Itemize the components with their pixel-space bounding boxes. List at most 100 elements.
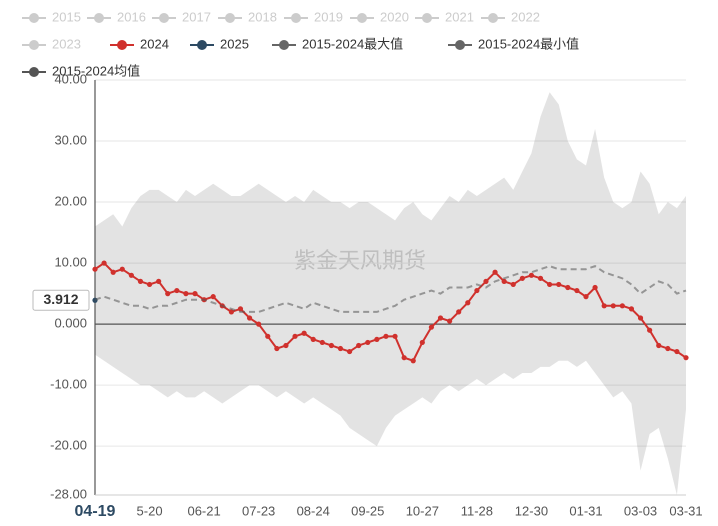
legend-label: 2022 — [511, 9, 540, 24]
legend-label: 2015 — [52, 9, 81, 24]
data-point — [237, 306, 244, 312]
legend-item[interactable]: 2018 — [218, 9, 277, 24]
data-point — [501, 278, 507, 284]
data-point — [156, 278, 162, 284]
data-point — [365, 339, 371, 346]
legend-item[interactable]: 2025 — [190, 36, 249, 51]
data-point — [346, 348, 353, 355]
legend-label: 2020 — [380, 9, 409, 24]
watermark: 紫金天风期货 — [294, 248, 426, 273]
data-point — [537, 275, 544, 281]
legend-marker — [357, 13, 367, 23]
data-point — [483, 278, 489, 284]
legend-item[interactable]: 2015-2024最小值 — [448, 36, 579, 51]
legend-label: 2017 — [182, 9, 211, 24]
data-point — [110, 269, 116, 275]
x-tick-label: 03-31 — [669, 503, 702, 518]
legend-label: 2021 — [445, 9, 474, 24]
legend-item[interactable]: 2022 — [481, 9, 540, 24]
x-tick-label: 08-24 — [297, 503, 330, 518]
data-point — [283, 342, 289, 349]
data-point — [601, 303, 607, 309]
data-point — [265, 333, 271, 339]
y-tick-label: 40.00 — [54, 71, 87, 86]
y-tick-label: 0.000 — [54, 316, 87, 331]
legend-marker — [94, 13, 104, 23]
data-point — [210, 294, 216, 300]
legend-label: 2015-2024最小值 — [478, 36, 579, 51]
data-point — [374, 336, 380, 342]
data-point — [337, 345, 344, 352]
legend-marker — [488, 13, 498, 23]
data-point — [419, 339, 425, 346]
data-point — [301, 330, 307, 336]
y-tick-label: -10.00 — [50, 377, 87, 392]
data-point — [628, 306, 635, 312]
y-tick-label: 10.00 — [54, 255, 87, 270]
legend-item[interactable]: 2016 — [87, 9, 146, 24]
legend-item[interactable]: 2020 — [350, 9, 409, 24]
data-point — [437, 315, 444, 321]
legend-label: 2019 — [314, 9, 343, 24]
legend-marker — [291, 13, 301, 23]
data-point — [228, 309, 234, 315]
legend-marker — [29, 13, 39, 23]
legend-marker — [117, 40, 127, 50]
data-point — [674, 348, 680, 355]
data-point — [128, 272, 134, 278]
data-point — [574, 287, 580, 294]
data-point — [401, 355, 407, 361]
legend-marker — [225, 13, 235, 23]
data-point — [465, 300, 471, 306]
data-point — [92, 266, 98, 272]
data-point — [619, 303, 625, 309]
data-point — [528, 272, 535, 278]
x-tick-label: 12-30 — [515, 503, 548, 518]
legend-label: 2025 — [220, 36, 249, 51]
legend-item[interactable]: 2024 — [110, 36, 169, 51]
data-point — [447, 318, 453, 324]
data-point — [174, 287, 180, 294]
data-point — [146, 281, 153, 288]
data-point — [192, 291, 198, 297]
range-area — [95, 324, 686, 495]
data-point — [474, 287, 480, 294]
legend-marker — [29, 67, 39, 77]
data-point — [456, 309, 462, 315]
data-point — [165, 291, 171, 297]
data-point — [274, 345, 280, 352]
data-point — [410, 358, 416, 364]
legend-marker — [279, 40, 289, 50]
data-point — [256, 321, 262, 327]
data-point — [246, 315, 253, 321]
x-tick-label: 06-21 — [187, 503, 220, 518]
x-tick-label: 09-25 — [351, 503, 384, 518]
data-point — [119, 266, 125, 272]
legend-label: 2024 — [140, 36, 169, 51]
x-tick-label: 5-20 — [137, 503, 163, 518]
x-tick-label: 11-28 — [461, 503, 493, 518]
legend-item[interactable]: 2015 — [22, 9, 81, 24]
legend-item[interactable]: 2015-2024最大值 — [272, 36, 403, 51]
legend-item[interactable]: 2015-2024均值 — [22, 63, 140, 78]
legend-label: 2018 — [248, 9, 277, 24]
data-point — [428, 324, 435, 330]
legend-label: 2016 — [117, 9, 146, 24]
legend-marker — [29, 40, 39, 50]
legend-item[interactable]: 2017 — [152, 9, 211, 24]
x-tick-label: 04-19 — [75, 503, 116, 520]
legend-marker — [455, 40, 465, 50]
legend-marker — [197, 40, 207, 50]
legend-item[interactable]: 2021 — [415, 9, 474, 24]
pointer-label-box — [32, 289, 90, 311]
legend-item[interactable]: 2023 — [22, 36, 81, 51]
legend-label: 2015-2024均值 — [52, 63, 140, 78]
data-point — [683, 355, 689, 361]
y-tick-label: 20.00 — [54, 193, 87, 208]
y-tick-label: 30.00 — [54, 132, 87, 147]
data-point — [592, 284, 598, 291]
legend-item[interactable]: 2019 — [284, 9, 343, 24]
y-tick-label: -20.00 — [50, 438, 87, 453]
data-point — [647, 327, 653, 333]
